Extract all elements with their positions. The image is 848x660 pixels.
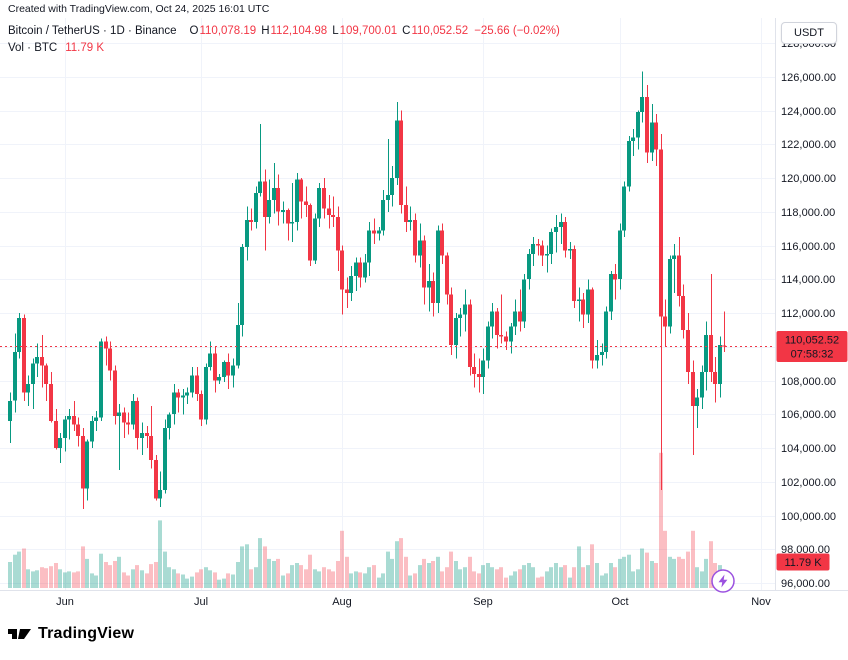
svg-text:07:58:32: 07:58:32 <box>791 349 834 361</box>
low-value: 109,700.01 <box>339 25 398 37</box>
svg-text:108,000.00: 108,000.00 <box>781 376 836 388</box>
tradingview-logo-text: TradingView <box>38 625 135 642</box>
price-chart-canvas[interactable]: 96,000.00 98,000.00 100,000.00 102,000.00 10… <box>0 0 848 614</box>
svg-text:124,000.00: 124,000.00 <box>781 106 836 118</box>
x-axis-labels[interactable]: Jun Jul Aug Sep Oct Nov <box>56 596 771 608</box>
snapshot-credit: Created with TradingView.com, Oct 24, 20… <box>8 3 270 15</box>
axis-borders <box>0 18 848 591</box>
legend-ohlc-row: Bitcoin / TetherUS · 1D · Binance O110,07… <box>8 23 560 40</box>
grid-layer <box>0 18 775 590</box>
low-label: L <box>332 25 339 37</box>
close-label: C <box>402 25 411 37</box>
svg-text:114,000.00: 114,000.00 <box>781 274 835 286</box>
svg-text:112,000.00: 112,000.00 <box>781 308 835 320</box>
volume-label[interactable]: Vol · BTC <box>8 42 58 54</box>
svg-text:Nov: Nov <box>751 596 771 608</box>
y-axis-labels[interactable]: 96,000.00 98,000.00 100,000.00 102,000.00 10… <box>781 38 836 590</box>
legend-volume-row: Vol · BTC 11.79 K <box>8 40 560 57</box>
currency-unit-button[interactable]: USDT <box>781 22 837 44</box>
svg-text:Aug: Aug <box>332 596 352 608</box>
open-value: 110,078.19 <box>199 25 257 37</box>
symbol-title[interactable]: Bitcoin / TetherUS · 1D · Binance <box>8 25 177 37</box>
open-label: O <box>189 25 199 37</box>
candles-layer <box>8 71 726 509</box>
svg-text:120,000.00: 120,000.00 <box>781 173 836 185</box>
svg-text:102,000.00: 102,000.00 <box>781 477 836 489</box>
svg-text:96,000.00: 96,000.00 <box>781 578 830 590</box>
volume-layer <box>8 452 726 588</box>
svg-text:100,000.00: 100,000.00 <box>781 511 836 523</box>
svg-text:11.79 K: 11.79 K <box>784 557 822 569</box>
svg-text:Sep: Sep <box>473 596 493 608</box>
tradingview-logo-mark <box>8 629 31 639</box>
volume-badge: 11.79 K <box>776 553 830 571</box>
svg-text:106,000.00: 106,000.00 <box>781 409 836 421</box>
svg-text:116,000.00: 116,000.00 <box>781 241 835 253</box>
volume-value: 11.79 K <box>65 42 105 54</box>
svg-text:104,000.00: 104,000.00 <box>781 443 836 455</box>
svg-text:122,000.00: 122,000.00 <box>781 139 836 151</box>
svg-text:110,052.52: 110,052.52 <box>785 335 839 347</box>
svg-text:Jul: Jul <box>194 596 208 608</box>
symbol-legend: Bitcoin / TetherUS · 1D · Binance O110,07… <box>8 23 560 57</box>
high-value: 112,104.98 <box>270 25 328 37</box>
svg-text:Jun: Jun <box>56 596 74 608</box>
change-value: −25.66 (−0.02%) <box>474 25 560 37</box>
svg-text:Oct: Oct <box>611 596 628 608</box>
tradingview-logo[interactable]: TradingView <box>8 625 134 643</box>
price-badge: 110,052.52 07:58:32 <box>776 331 848 362</box>
svg-text:98,000.00: 98,000.00 <box>781 544 830 556</box>
svg-text:118,000.00: 118,000.00 <box>781 207 835 219</box>
svg-text:126,000.00: 126,000.00 <box>781 72 836 84</box>
close-value: 110,052.52 <box>411 25 469 37</box>
high-label: H <box>261 25 270 37</box>
boost-button[interactable] <box>711 569 735 593</box>
